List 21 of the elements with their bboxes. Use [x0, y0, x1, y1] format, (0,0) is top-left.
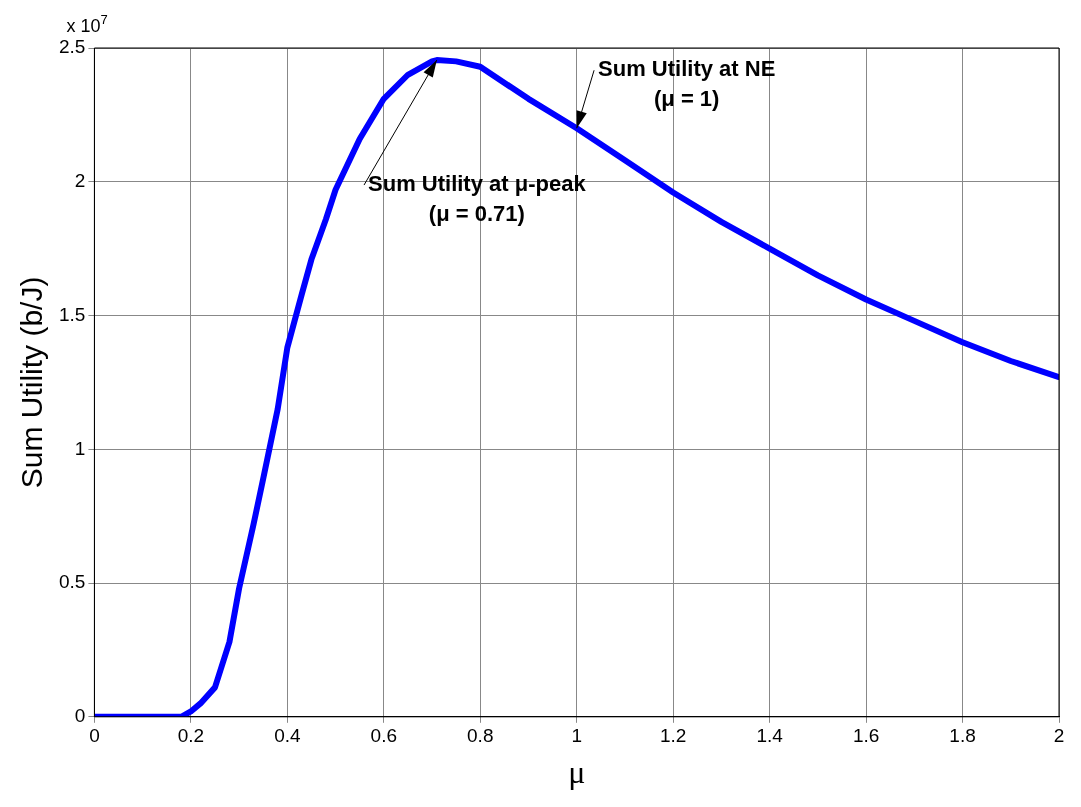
x-tick-label: 2 [1053, 725, 1065, 747]
annotation: Sum Utility at NE (μ = 1) [598, 56, 776, 112]
x-tick-label: 0 [89, 725, 100, 747]
x-tick-label: 1 [571, 725, 582, 747]
y-tick-label: 0.5 [58, 571, 86, 593]
x-tick-label: 0.4 [274, 725, 301, 747]
x-tick-label: 0.2 [177, 725, 205, 747]
x-tick-label: 0.6 [370, 725, 397, 747]
y-tick-label: 1 [74, 437, 86, 459]
x-tick-label: 1.8 [949, 725, 976, 747]
y-tick-label: 2.5 [58, 36, 86, 58]
x-axis-title: μ [568, 754, 586, 791]
y-tick-label: 2 [74, 169, 86, 191]
y-tick-label: 0 [74, 705, 86, 727]
y-tick-label: 1.5 [58, 303, 86, 325]
x-tick-label: 1.2 [659, 725, 687, 747]
annotation: Sum Utility at μ-peak (μ = 0.71) [368, 171, 587, 227]
x-tick-label: 0.8 [467, 725, 494, 747]
y-axis-title: Sum Utility (b/J) [15, 276, 49, 489]
x-tick-label: 1.4 [756, 725, 784, 747]
x-tick-label: 1.6 [852, 725, 880, 747]
